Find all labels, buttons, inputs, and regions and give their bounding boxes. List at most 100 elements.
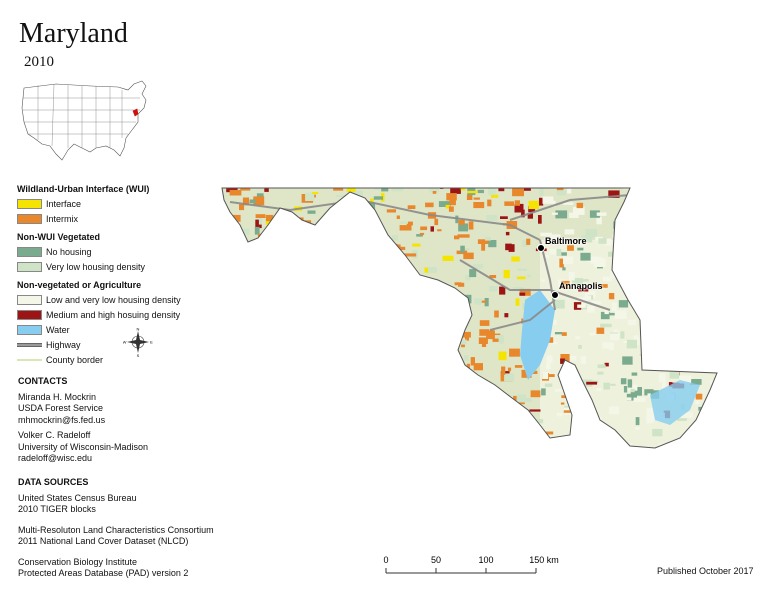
land-cover-patch [589, 380, 599, 383]
land-cover-patch [486, 215, 498, 221]
land-cover-patch [486, 441, 490, 448]
land-cover-patch [454, 235, 460, 240]
land-cover-patch [690, 313, 700, 318]
land-cover-patch [279, 382, 288, 392]
land-cover-patch [326, 351, 335, 357]
land-cover-patch [256, 308, 262, 312]
land-cover-patch [657, 286, 668, 289]
land-cover-patch [264, 293, 270, 299]
land-cover-patch [367, 297, 372, 305]
land-cover-patch [485, 403, 495, 406]
land-cover-patch [447, 181, 455, 185]
land-cover-patch [623, 281, 631, 288]
land-cover-patch [382, 181, 392, 187]
land-cover-patch [235, 379, 245, 384]
land-cover-patch [357, 398, 367, 402]
land-cover-patch [290, 425, 303, 432]
land-cover-patch [439, 354, 451, 361]
land-cover-patch [342, 207, 346, 216]
land-cover-patch [351, 455, 355, 460]
land-cover-patch [602, 456, 610, 460]
land-cover-patch [488, 240, 497, 248]
land-cover-patch [313, 399, 319, 408]
land-cover-patch [442, 255, 454, 261]
land-cover-patch [227, 330, 237, 333]
published-date: Published October 2017 [657, 566, 754, 576]
land-cover-patch [331, 387, 337, 396]
compass-e: E [150, 340, 153, 345]
land-cover-patch [729, 242, 730, 247]
land-cover-patch [402, 345, 408, 352]
land-cover-patch [527, 438, 533, 445]
land-cover-patch [303, 389, 311, 395]
land-cover-patch [561, 280, 570, 289]
scale-label-100: 100 [478, 555, 493, 565]
land-cover-patch [429, 354, 435, 360]
land-cover-patch [222, 201, 225, 208]
land-cover-patch [289, 390, 294, 395]
land-cover-patch [317, 383, 324, 386]
land-cover-patch [667, 300, 671, 304]
land-cover-patch [255, 214, 266, 218]
land-cover-patch [319, 303, 327, 307]
land-cover-patch [378, 352, 389, 361]
legend-item-low-density: Low and very low housing density [17, 293, 222, 306]
land-cover-patch [658, 452, 662, 459]
land-cover-patch [646, 306, 653, 310]
land-cover-patch [269, 317, 279, 323]
land-cover-patch [491, 194, 499, 198]
land-cover-patch [274, 352, 282, 356]
land-cover-patch [695, 400, 700, 405]
land-cover-patch [419, 232, 425, 235]
land-cover-patch [237, 344, 248, 348]
land-cover-patch [646, 188, 653, 194]
land-cover-patch [499, 286, 506, 295]
land-cover-patch [711, 246, 717, 252]
land-cover-patch [301, 423, 308, 431]
land-cover-patch [540, 232, 552, 237]
land-cover-patch [715, 304, 717, 313]
land-cover-patch [322, 357, 329, 367]
land-cover-patch [377, 417, 381, 426]
land-cover-patch [398, 246, 406, 250]
land-cover-patch [366, 316, 372, 320]
land-cover-patch [524, 428, 530, 434]
land-cover-patch [604, 362, 609, 367]
land-cover-patch [578, 398, 582, 402]
land-cover-patch [433, 342, 444, 345]
land-cover-patch [477, 300, 487, 303]
land-cover-patch [239, 366, 244, 375]
land-cover-patch [333, 353, 341, 362]
land-cover-patch [613, 221, 618, 229]
land-cover-patch [465, 337, 469, 341]
land-cover-patch [677, 353, 686, 363]
land-cover-patch [263, 307, 274, 310]
compass-w: W [123, 340, 127, 345]
land-cover-patch [587, 256, 599, 262]
land-cover-patch [609, 333, 620, 341]
contact1-name: Miranda H. Mockrin [18, 391, 97, 402]
land-cover-patch [222, 408, 225, 414]
land-cover-patch [555, 210, 568, 219]
land-cover-patch [455, 330, 465, 333]
land-cover-patch [254, 284, 263, 287]
land-cover-patch [434, 444, 439, 448]
land-cover-patch [342, 429, 351, 435]
land-cover-patch [551, 212, 558, 215]
land-cover-patch [648, 258, 653, 263]
land-cover-patch [325, 253, 335, 256]
land-cover-patch [567, 245, 574, 251]
land-cover-patch [330, 333, 337, 337]
land-cover-patch [479, 329, 490, 336]
land-cover-patch [560, 402, 565, 405]
land-cover-patch [526, 459, 534, 460]
land-cover-patch [692, 440, 703, 446]
land-cover-patch [264, 188, 269, 192]
land-cover-patch [339, 414, 352, 420]
land-cover-patch [704, 355, 716, 359]
land-cover-patch [386, 321, 391, 326]
land-cover-patch [689, 335, 694, 338]
land-cover-patch [728, 378, 730, 383]
land-cover-patch [337, 290, 344, 299]
land-cover-patch [505, 403, 510, 411]
